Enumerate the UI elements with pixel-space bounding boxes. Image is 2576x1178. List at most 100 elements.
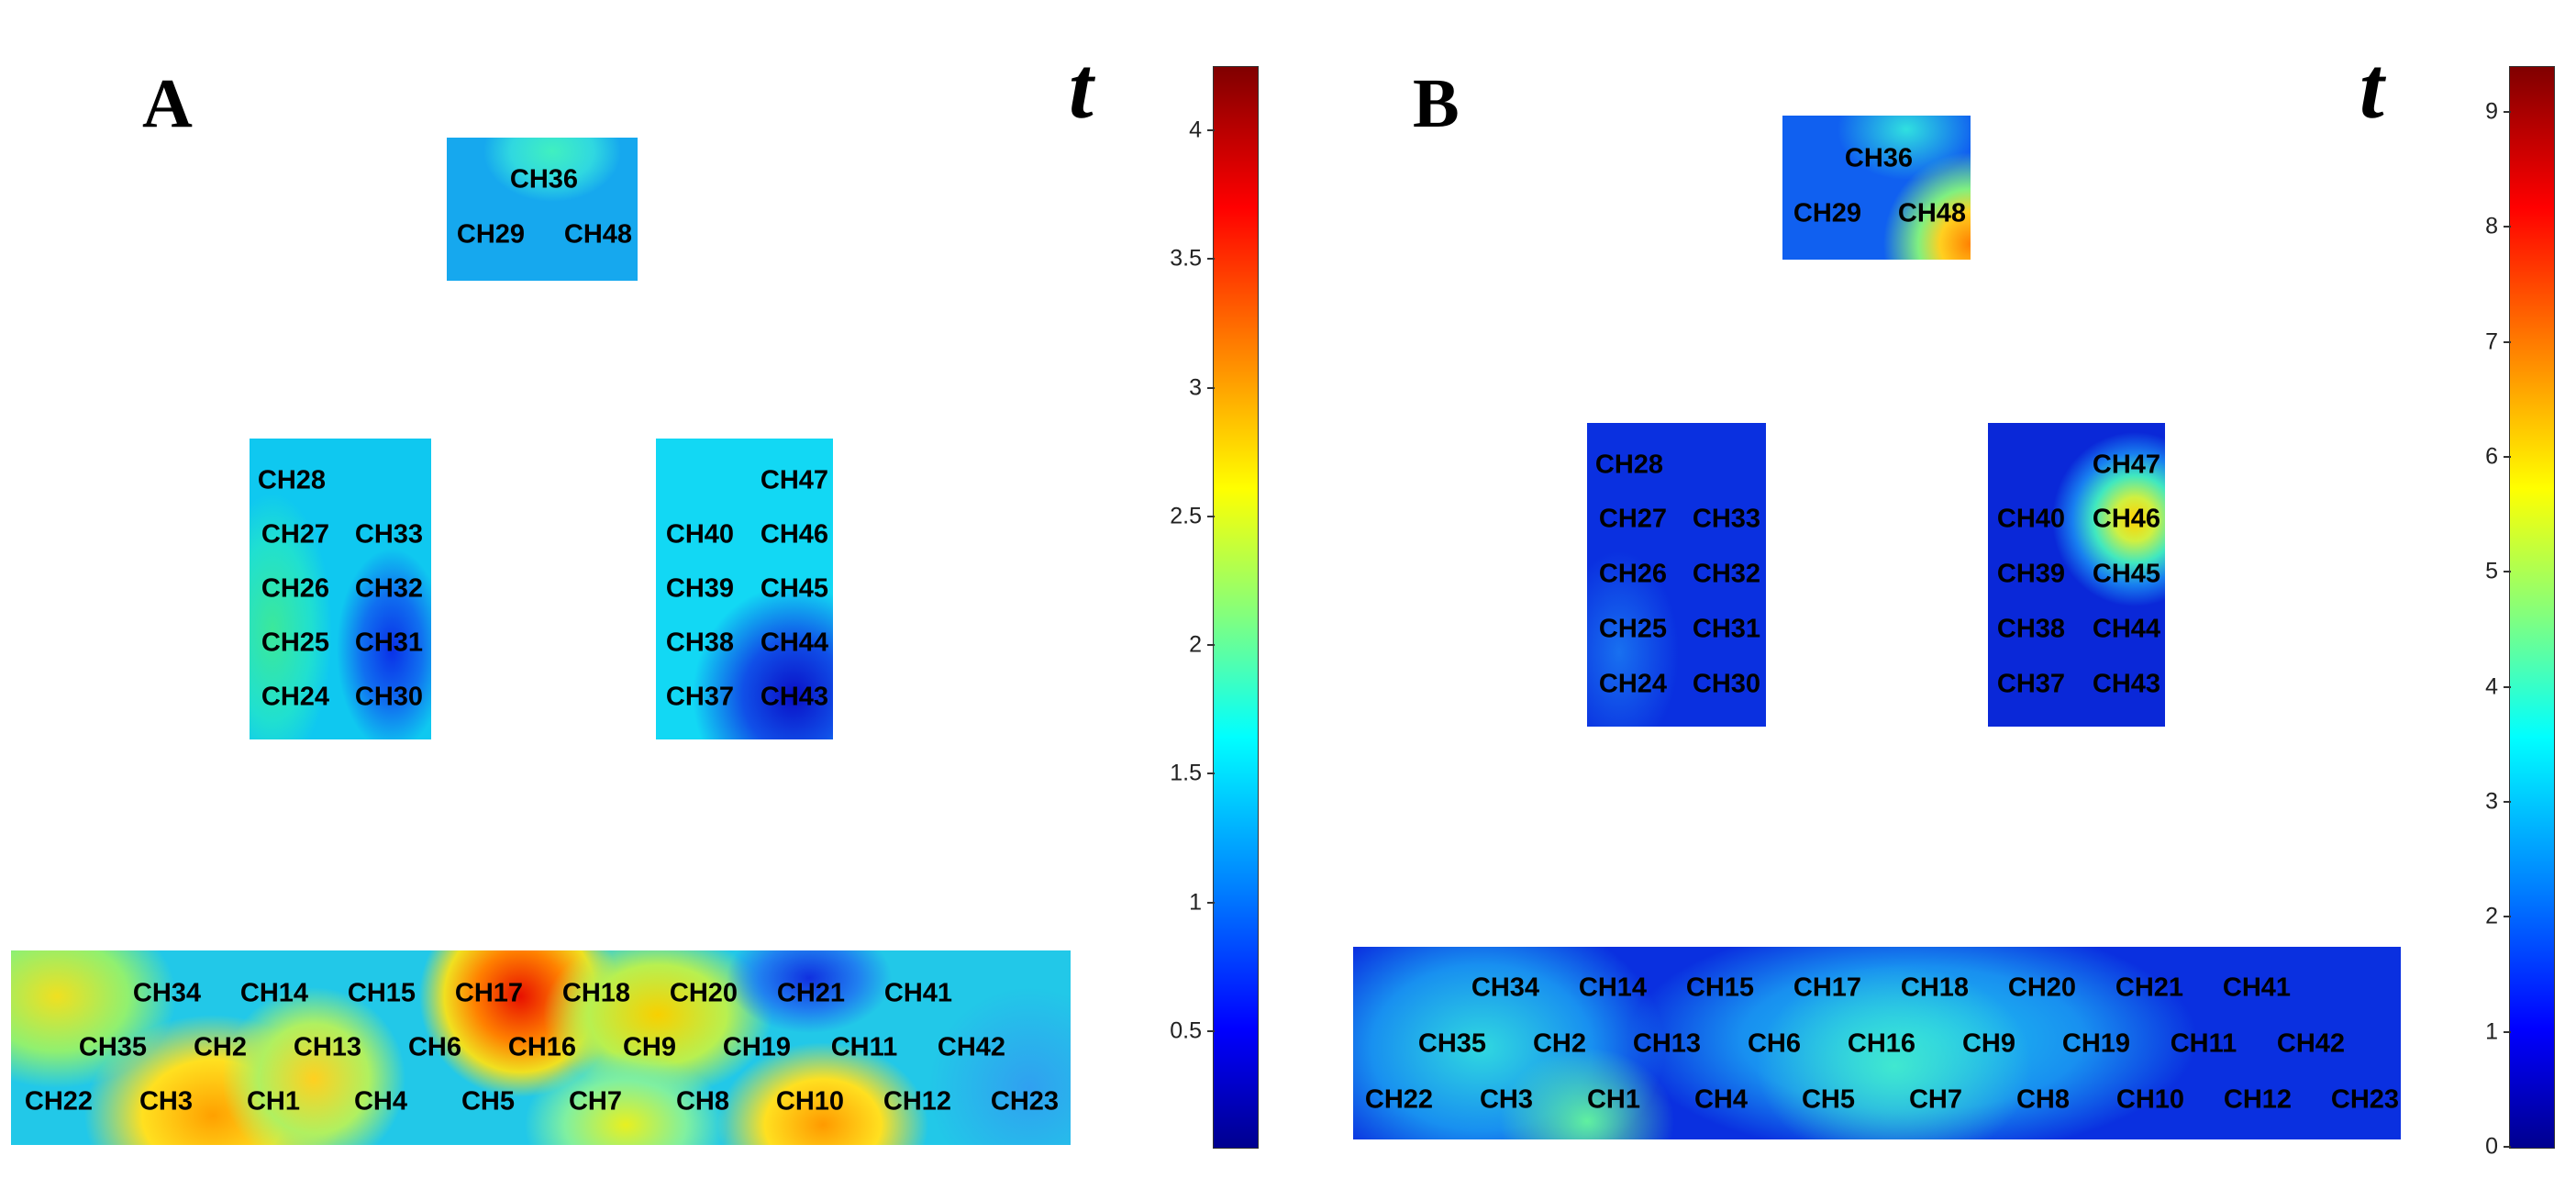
- channel-label-ch16: CH16: [507, 1032, 577, 1062]
- channel-label-ch48: CH48: [1897, 198, 1967, 228]
- channel-label-ch7: CH7: [568, 1086, 623, 1117]
- channel-label-ch48: CH48: [563, 219, 633, 250]
- channel-label-ch27: CH27: [1598, 504, 1668, 534]
- channel-label-ch9: CH9: [1961, 1028, 2016, 1059]
- colorbar-tick-mark: [2504, 1030, 2511, 1033]
- channel-label-ch22: CH22: [24, 1086, 94, 1117]
- panel-a-right-probe-map: [656, 439, 833, 739]
- channel-label-ch13: CH13: [293, 1032, 362, 1062]
- channel-label-ch9: CH9: [622, 1032, 677, 1062]
- channel-label-ch31: CH31: [354, 628, 424, 658]
- channel-label-ch3: CH3: [1479, 1084, 1534, 1115]
- channel-label-ch12: CH12: [2223, 1084, 2293, 1115]
- colorbar-tick-mark: [2504, 456, 2511, 459]
- colorbar-tick-label: 1: [2485, 1018, 2498, 1045]
- colorbar-tick-label: 1: [1189, 889, 1202, 916]
- channel-label-ch18: CH18: [1900, 972, 1970, 1003]
- colorbar-tick-label: 2.5: [1170, 503, 1202, 529]
- channel-label-ch2: CH2: [193, 1032, 248, 1062]
- channel-label-ch42: CH42: [2276, 1028, 2346, 1059]
- colorbar-tick-mark: [1207, 1029, 1215, 1032]
- colorbar-tick-mark: [2504, 111, 2511, 114]
- channel-label-ch25: CH25: [1598, 614, 1668, 644]
- panel-a-left-probe-map: [250, 439, 431, 739]
- channel-label-ch5: CH5: [461, 1086, 516, 1117]
- channel-label-ch8: CH8: [2015, 1084, 2071, 1115]
- colorbar-tick-label: 6: [2485, 443, 2498, 470]
- channel-label-ch28: CH28: [257, 465, 327, 495]
- channel-label-ch46: CH46: [2092, 504, 2161, 534]
- channel-label-ch35: CH35: [78, 1032, 148, 1062]
- channel-label-ch34: CH34: [132, 978, 202, 1008]
- panel-b-top-probe-map: [1782, 116, 1971, 260]
- channel-label-ch20: CH20: [2007, 972, 2077, 1003]
- channel-label-ch23: CH23: [2330, 1084, 2400, 1115]
- channel-label-ch15: CH15: [347, 978, 416, 1008]
- channel-label-ch37: CH37: [665, 682, 735, 712]
- colorbar-tick-label: 4: [2485, 673, 2498, 700]
- panel-b-left-probe-map: [1587, 423, 1766, 727]
- channel-label-ch26: CH26: [261, 573, 330, 604]
- channel-label-ch4: CH4: [353, 1086, 408, 1117]
- channel-label-ch5: CH5: [1801, 1084, 1856, 1115]
- channel-label-ch33: CH33: [1692, 504, 1761, 534]
- channel-label-ch3: CH3: [139, 1086, 194, 1117]
- channel-label-ch21: CH21: [776, 978, 846, 1008]
- channel-label-ch6: CH6: [407, 1032, 462, 1062]
- channel-label-ch31: CH31: [1692, 614, 1761, 644]
- channel-label-ch23: CH23: [990, 1086, 1060, 1117]
- colorbar-tick-label: 3: [1189, 374, 1202, 401]
- channel-label-ch15: CH15: [1685, 972, 1755, 1003]
- colorbar-tick-mark: [1207, 644, 1215, 647]
- channel-label-ch44: CH44: [2092, 614, 2161, 644]
- channel-label-ch20: CH20: [669, 978, 738, 1008]
- channel-label-ch19: CH19: [2061, 1028, 2131, 1059]
- panel-b-colorbar: [2509, 66, 2555, 1149]
- channel-label-ch28: CH28: [1594, 450, 1664, 480]
- channel-label-ch38: CH38: [1996, 614, 2066, 644]
- channel-label-ch30: CH30: [1692, 669, 1761, 699]
- channel-label-ch14: CH14: [239, 978, 309, 1008]
- colorbar-tick-mark: [2504, 226, 2511, 228]
- channel-label-ch36: CH36: [1844, 143, 1914, 173]
- channel-label-ch27: CH27: [261, 519, 330, 550]
- colorbar-tick-mark: [2504, 801, 2511, 804]
- panel-b-bottom-probe-map: [1353, 947, 2401, 1139]
- colorbar-tick-label: 2: [1189, 631, 1202, 658]
- channel-label-ch12: CH12: [883, 1086, 952, 1117]
- channel-label-ch29: CH29: [456, 219, 526, 250]
- channel-label-ch40: CH40: [1996, 504, 2066, 534]
- panel-a-label: A: [142, 65, 193, 142]
- panel-a-bottom-probe-map: [11, 950, 1071, 1145]
- channel-label-ch38: CH38: [665, 628, 735, 658]
- colorbar-tick-mark: [2504, 571, 2511, 573]
- channel-label-ch6: CH6: [1747, 1028, 1802, 1059]
- channel-label-ch26: CH26: [1598, 559, 1668, 589]
- channel-label-ch32: CH32: [1692, 559, 1761, 589]
- channel-label-ch10: CH10: [775, 1086, 845, 1117]
- colorbar-tick-mark: [2504, 1146, 2511, 1148]
- channel-label-ch37: CH37: [1996, 669, 2066, 699]
- channel-label-ch13: CH13: [1632, 1028, 1702, 1059]
- colorbar-tick-mark: [1207, 258, 1215, 261]
- channel-label-ch45: CH45: [760, 573, 829, 604]
- colorbar-tick-label: 0: [2485, 1133, 2498, 1160]
- channel-label-ch7: CH7: [1908, 1084, 1963, 1115]
- colorbar-tick-mark: [2504, 685, 2511, 688]
- panel-a-colorbar: [1213, 66, 1259, 1149]
- colorbar-tick-mark: [1207, 901, 1215, 904]
- channel-label-ch41: CH41: [2222, 972, 2292, 1003]
- colorbar-tick-mark: [1207, 386, 1215, 389]
- colorbar-tick-mark: [1207, 772, 1215, 775]
- panel-a-colorbar-title: t: [1069, 39, 1094, 137]
- channel-label-ch45: CH45: [2092, 559, 2161, 589]
- channel-label-ch18: CH18: [561, 978, 631, 1008]
- channel-label-ch30: CH30: [354, 682, 424, 712]
- colorbar-tick-mark: [2504, 340, 2511, 343]
- colorbar-tick-label: 2: [2485, 903, 2498, 929]
- channel-label-ch47: CH47: [2092, 450, 2161, 480]
- channel-label-ch44: CH44: [760, 628, 829, 658]
- channel-label-ch21: CH21: [2115, 972, 2184, 1003]
- channel-label-ch24: CH24: [261, 682, 330, 712]
- channel-label-ch43: CH43: [2092, 669, 2161, 699]
